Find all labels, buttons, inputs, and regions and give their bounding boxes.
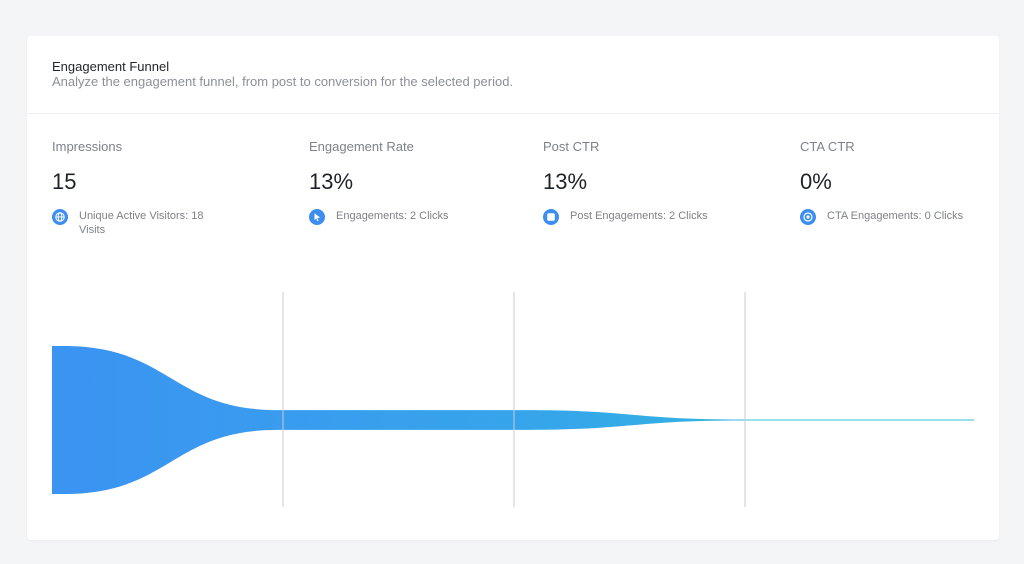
funnel-shape	[52, 346, 974, 494]
metric-value: 13%	[543, 169, 588, 194]
metric-subtext-label: CTA Engagements: 0 Clicks	[827, 210, 964, 222]
metric-subtext: Post Engagements: 2 Clicks	[543, 209, 720, 225]
card-header: Engagement Funnel Analyze the engagement…	[27, 36, 999, 114]
target-icon	[800, 209, 816, 225]
cursor-icon	[309, 209, 325, 225]
metric-value: 15	[52, 169, 77, 194]
metric-value: 0%	[800, 169, 832, 194]
metric-subtext: CTA Engagements: 0 Clicks	[800, 209, 977, 225]
metric-engagement-rate: Engagement Rate 13% Engagements: 2 Click…	[309, 139, 529, 225]
metric-post-ctr: Post CTR 13% Post Engagements: 2 Clicks	[543, 139, 763, 225]
metric-subtext-label: Post Engagements: 2 Clicks	[570, 210, 708, 222]
post-icon	[543, 209, 559, 225]
metric-subtext: Engagements: 2 Clicks	[309, 209, 486, 225]
metric-label: Post CTR	[543, 139, 600, 154]
metric-label: CTA CTR	[800, 139, 855, 154]
metric-label: Engagement Rate	[309, 139, 414, 154]
metric-cta-ctr: CTA CTR 0% CTA Engagements: 0 Clicks	[800, 139, 1020, 225]
engagement-funnel-card: Engagement Funnel Analyze the engagement…	[27, 36, 999, 540]
metric-subtext-label: Engagements: 2 Clicks	[336, 210, 449, 222]
metric-label: Impressions	[52, 139, 123, 154]
metric-impressions: Impressions 15 Unique Active Visitors: 1…	[52, 139, 272, 237]
metric-subtext: Unique Active Visitors: 18 Visits	[52, 209, 229, 237]
globe-icon	[52, 209, 68, 225]
card-title: Engagement Funnel	[52, 59, 170, 74]
metric-value: 13%	[309, 169, 354, 194]
card-subtitle: Analyze the engagement funnel, from post…	[52, 74, 514, 89]
metric-subtext-label: Unique Active Visitors: 18 Visits	[79, 210, 204, 236]
